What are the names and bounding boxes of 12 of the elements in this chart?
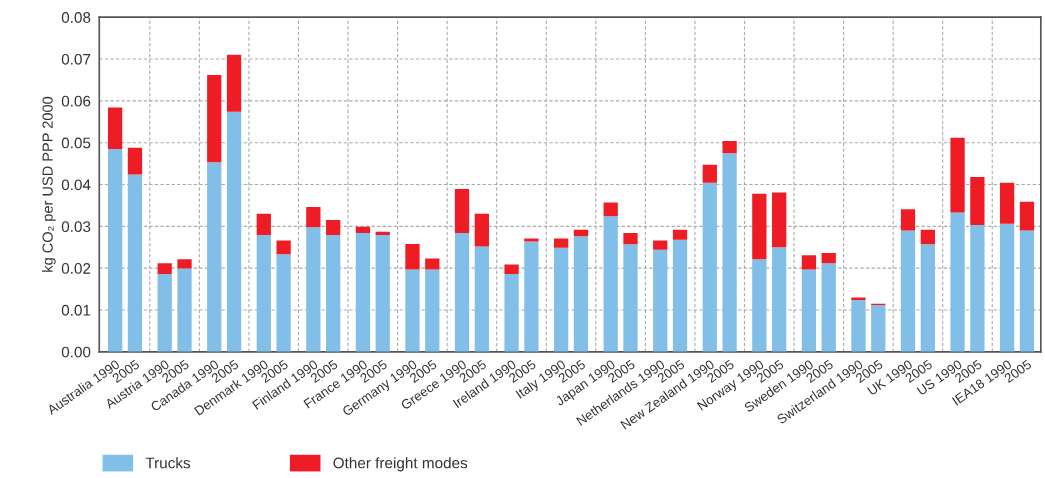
y-axis-title: kg CO₂ per USD PPP 2000 (42, 96, 56, 272)
y-tick-label: 0.01 (61, 304, 91, 316)
y-tick-label: 0.08 (61, 12, 91, 23)
y-tick-label: 0.03 (61, 221, 91, 233)
y-tick-label: 0.00 (61, 346, 91, 358)
legend-label: Other freight modes (333, 457, 468, 472)
y-tick-label: 0.02 (61, 263, 91, 274)
y-tick-label: 0.06 (61, 95, 91, 107)
y-tick-label: 0.07 (61, 53, 91, 65)
y-tick-label: 0.04 (61, 179, 91, 191)
y-tick-label: 0.05 (61, 137, 91, 149)
legend-label: Trucks (145, 457, 191, 469)
